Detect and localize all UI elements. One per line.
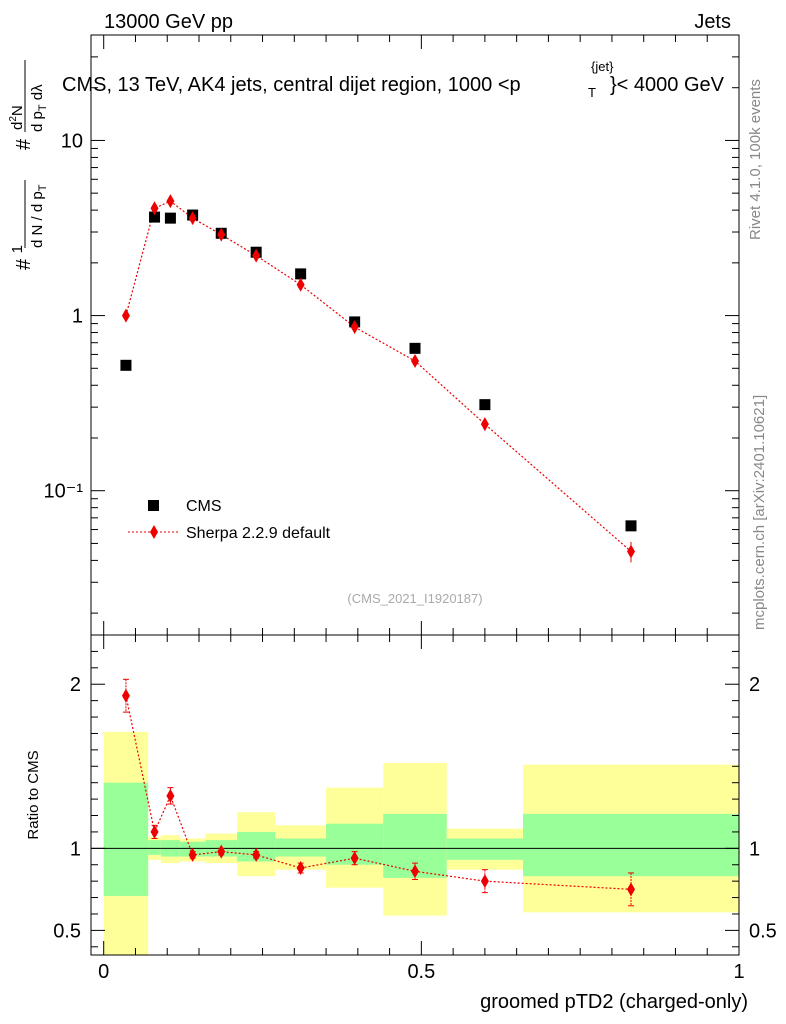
ratio-y-tick-label-right-0: 0.5	[749, 920, 777, 942]
title-subscript: T	[588, 85, 596, 100]
stat-band-1	[148, 840, 161, 855]
main-y-tick-label-2: 10	[61, 130, 83, 152]
cms-point-2	[164, 212, 176, 224]
sherpa-point-0	[121, 308, 130, 323]
legend-sherpa-marker	[150, 525, 158, 539]
ratio-point-2	[166, 788, 175, 803]
ratio-y-tick-label-left-0: 0.5	[53, 920, 81, 942]
cms-point-8	[409, 342, 421, 354]
mcplots-label: mcplots.cern.ch [arXiv:2401.10621]	[751, 395, 768, 630]
process-label: Jets	[694, 11, 731, 33]
x-tick-label-2: 1	[733, 961, 744, 983]
ratio-frame	[90, 634, 740, 956]
stat-band-0	[103, 782, 149, 896]
ratio-y-tick-label-left-1: 1	[70, 838, 81, 860]
title-superscript: {jet}	[591, 59, 614, 74]
x-tick-label-0: 0	[98, 961, 109, 983]
main-y-tick-label-1: 1	[72, 306, 83, 328]
sherpa-point-7	[350, 320, 359, 335]
analysis-id: (CMS_2021_I1920187)	[347, 591, 482, 606]
sherpa-line	[125, 200, 632, 552]
main-frame	[90, 34, 740, 636]
ratio-y-tick-label-right-2: 2	[749, 674, 760, 696]
ratio-point-10	[627, 882, 635, 897]
x-axis-label: groomed pTD2 (charged-only)	[480, 991, 748, 1013]
ratio-y-tick-label-left-2: 2	[70, 674, 81, 696]
svg-text:d pT dλ: d pT dλ	[29, 84, 49, 132]
legend: CMS Sherpa 2.2.9 default	[128, 498, 331, 542]
ratio-point-5	[252, 847, 261, 862]
ratio-uncertainty-bands	[103, 731, 739, 955]
svg-text:d2N: d2N	[8, 105, 26, 130]
sherpa-point-8	[411, 354, 419, 369]
main-y-tick-label-0: 10⁻¹	[44, 481, 84, 503]
cms-point-0	[120, 359, 132, 371]
ratio-y-tick-label-right-1: 1	[749, 838, 760, 860]
ratio-point-1	[150, 824, 159, 839]
stat-band-10	[523, 813, 739, 877]
legend-cms-marker	[148, 500, 159, 511]
ratio-point-0	[121, 688, 130, 703]
ratio-y-axis-label: Ratio to CMS	[25, 750, 42, 839]
ratio-point-7	[350, 851, 359, 866]
main-y-axis-label: # 1 d N / d pT # d2N d pT dλ	[8, 60, 49, 270]
title-end: }< 4000 GeV	[610, 74, 725, 96]
sherpa-point-5	[252, 248, 261, 263]
sherpa-point-4	[217, 227, 226, 242]
cms-point-1	[149, 211, 161, 223]
legend-cms-label: CMS	[186, 498, 222, 515]
ratio-point-4	[217, 844, 226, 859]
sherpa-point-6	[296, 277, 305, 292]
cms-point-6	[295, 268, 307, 280]
rivet-version-label: Rivet 4.1.0, 100k events	[747, 79, 764, 240]
x-tick-label-1: 0.5	[407, 961, 435, 983]
sherpa-point-9	[480, 417, 489, 432]
sherpa-point-10	[627, 544, 635, 559]
svg-text:#: #	[13, 138, 35, 150]
stat-band-6	[275, 838, 327, 857]
sherpa-point-3	[188, 211, 197, 226]
ratio-point-8	[411, 864, 419, 879]
sherpa-point-1	[150, 201, 159, 216]
sherpa-point-2	[166, 194, 175, 209]
svg-text:d N / d pT: d N / d pT	[29, 184, 49, 248]
stat-band-9	[446, 838, 523, 860]
cms-point-10	[625, 520, 637, 532]
ratio-point-9	[480, 874, 489, 889]
cms-point-9	[479, 399, 491, 411]
legend-sherpa-label: Sherpa 2.2.9 default	[186, 525, 331, 542]
energy-label: 13000 GeV pp	[104, 11, 233, 33]
ratio-point-3	[188, 847, 197, 862]
chart-title: CMS, 13 TeV, AK4 jets, central dijet reg…	[62, 74, 521, 96]
ratio-point-6	[296, 861, 305, 876]
